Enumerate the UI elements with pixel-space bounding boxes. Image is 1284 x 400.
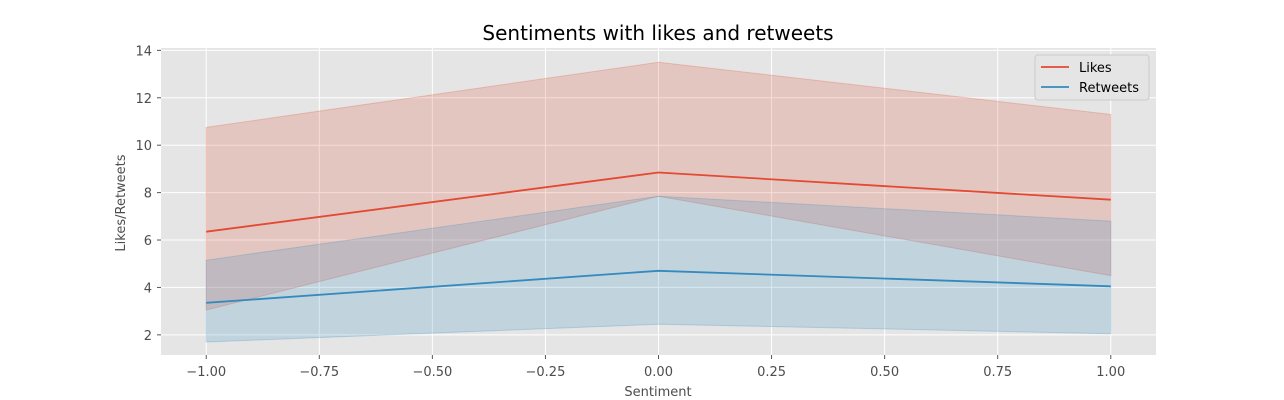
ci-band-retweets	[205, 195, 1112, 343]
legend: Likes Retweets	[1034, 54, 1150, 101]
line-likes	[206, 171, 1111, 233]
x-tick-label: −1.00	[186, 365, 226, 380]
line-retweets	[206, 269, 1111, 304]
y-axis-ticks: 2 4 6 8 10 12 14	[135, 44, 161, 344]
x-tick-label: 1.00	[1096, 365, 1125, 380]
y-tick-label: 6	[144, 234, 152, 249]
legend-label-retweets: Retweets	[1079, 81, 1139, 96]
legend-label-likes: Likes	[1079, 61, 1112, 76]
x-tick-label: 0.75	[983, 365, 1012, 380]
ci-band-likes	[205, 61, 1112, 311]
confidence-bands	[205, 61, 1112, 343]
x-tick-label: 0.25	[757, 365, 786, 380]
y-tick-label: 14	[135, 44, 152, 59]
x-tick-label: 0.50	[870, 365, 899, 380]
x-tick-label: −0.50	[412, 365, 452, 380]
y-axis-label: Likes/Retweets	[114, 154, 129, 251]
chart-title: Sentiments with likes and retweets	[482, 21, 833, 45]
y-tick-label: 12	[135, 92, 152, 107]
x-tick-label: 0.00	[644, 365, 673, 380]
x-tick-label: −0.75	[299, 365, 339, 380]
x-tick-label: −0.25	[526, 365, 566, 380]
series-lines	[206, 171, 1111, 304]
y-tick-label: 4	[144, 281, 152, 296]
x-axis-ticks: −1.00 −0.75 −0.50 −0.25 0.00 0.25 0.50 0.75 1.00	[186, 355, 1125, 380]
x-axis-label: Sentiment	[624, 385, 691, 400]
y-tick-label: 8	[144, 187, 152, 202]
y-tick-label: 10	[135, 139, 152, 154]
y-tick-label: 2	[144, 329, 152, 344]
